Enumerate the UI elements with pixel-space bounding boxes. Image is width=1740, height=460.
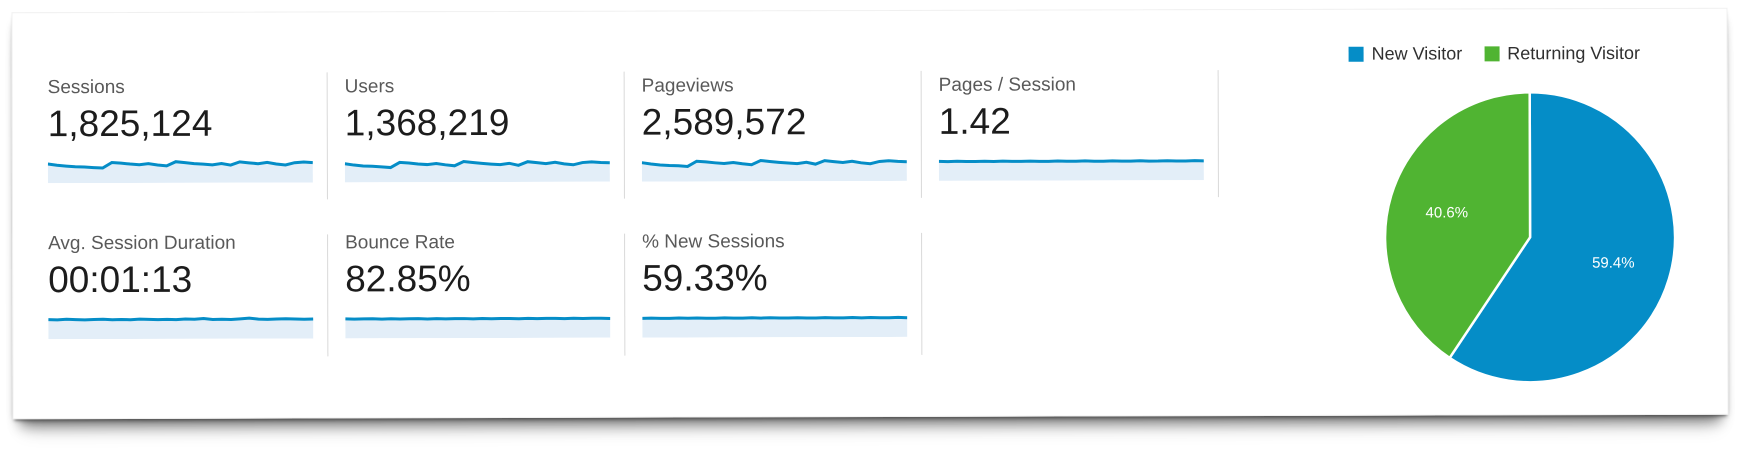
legend-label: New Visitor [1371, 43, 1463, 64]
card-divider [921, 232, 923, 355]
metric-label: Sessions [47, 76, 125, 99]
metric-value: 2,589,572 [641, 101, 807, 143]
metric-card-pageviews[interactable]: Pageviews 2,589,572 [641, 75, 907, 182]
metric-value: 1,825,124 [47, 102, 213, 145]
pages-per-session-sparkline [938, 159, 1204, 181]
metric-card-avg-session-duration[interactable]: Avg. Session Duration 00:01:13 [48, 232, 314, 340]
pie-slice-new-visitor[interactable] [1448, 91, 1677, 384]
legend-label: Returning Visitor [1507, 42, 1641, 64]
analytics-overview-panel: Sessions 1,825,124 Users 1,368,219 Pagev… [11, 7, 1729, 420]
bounce-rate-sparkline [345, 316, 611, 339]
metric-card-sessions[interactable]: Sessions 1,825,124 [47, 76, 313, 184]
metric-label: Pageviews [641, 75, 734, 97]
metric-value: 1,368,219 [344, 101, 510, 144]
users-sparkline [344, 160, 610, 183]
pie-slice-returning-visitor[interactable] [1383, 91, 1532, 360]
legend-item-new-visitor[interactable]: New Visitor [1348, 43, 1463, 64]
metric-value: 82.85% [345, 258, 471, 300]
visitor-type-pie-chart[interactable]: 59.4% 40.6% [1380, 87, 1681, 388]
pageviews-sparkline [641, 158, 907, 182]
metric-label: Avg. Session Duration [48, 232, 236, 255]
metric-label: % New Sessions [642, 231, 785, 253]
metric-card-bounce-rate[interactable]: Bounce Rate 82.85% [345, 232, 611, 339]
pct-new-sessions-sparkline [642, 315, 908, 338]
pie-slice-label: 40.6% [1426, 204, 1469, 221]
card-divider [327, 234, 329, 357]
card-divider [326, 72, 328, 200]
metric-label: Bounce Rate [345, 232, 455, 254]
sessions-sparkline [47, 160, 313, 184]
metric-label: Pages / Session [938, 74, 1077, 96]
pie-slice-label: 59.4% [1592, 255, 1635, 272]
returning-visitor-swatch-icon [1484, 46, 1500, 62]
metric-card-pages-per-session[interactable]: Pages / Session 1.42 [938, 74, 1204, 181]
metric-label: Users [344, 76, 395, 98]
metric-value: 59.33% [642, 257, 768, 299]
pie-legend: New Visitor Returning Visitor [1348, 43, 1640, 65]
card-divider [920, 70, 922, 198]
card-divider [624, 233, 626, 356]
new-visitor-swatch-icon [1348, 46, 1364, 62]
metric-card-pct-new-sessions[interactable]: % New Sessions 59.33% [642, 231, 908, 338]
metric-value: 1.42 [938, 100, 1011, 142]
metric-value: 00:01:13 [48, 258, 193, 301]
legend-item-returning-visitor[interactable]: Returning Visitor [1484, 43, 1640, 64]
avg-session-duration-sparkline [48, 316, 314, 340]
card-divider [1217, 70, 1219, 198]
card-divider [623, 71, 625, 199]
metric-card-users[interactable]: Users 1,368,219 [344, 76, 610, 183]
